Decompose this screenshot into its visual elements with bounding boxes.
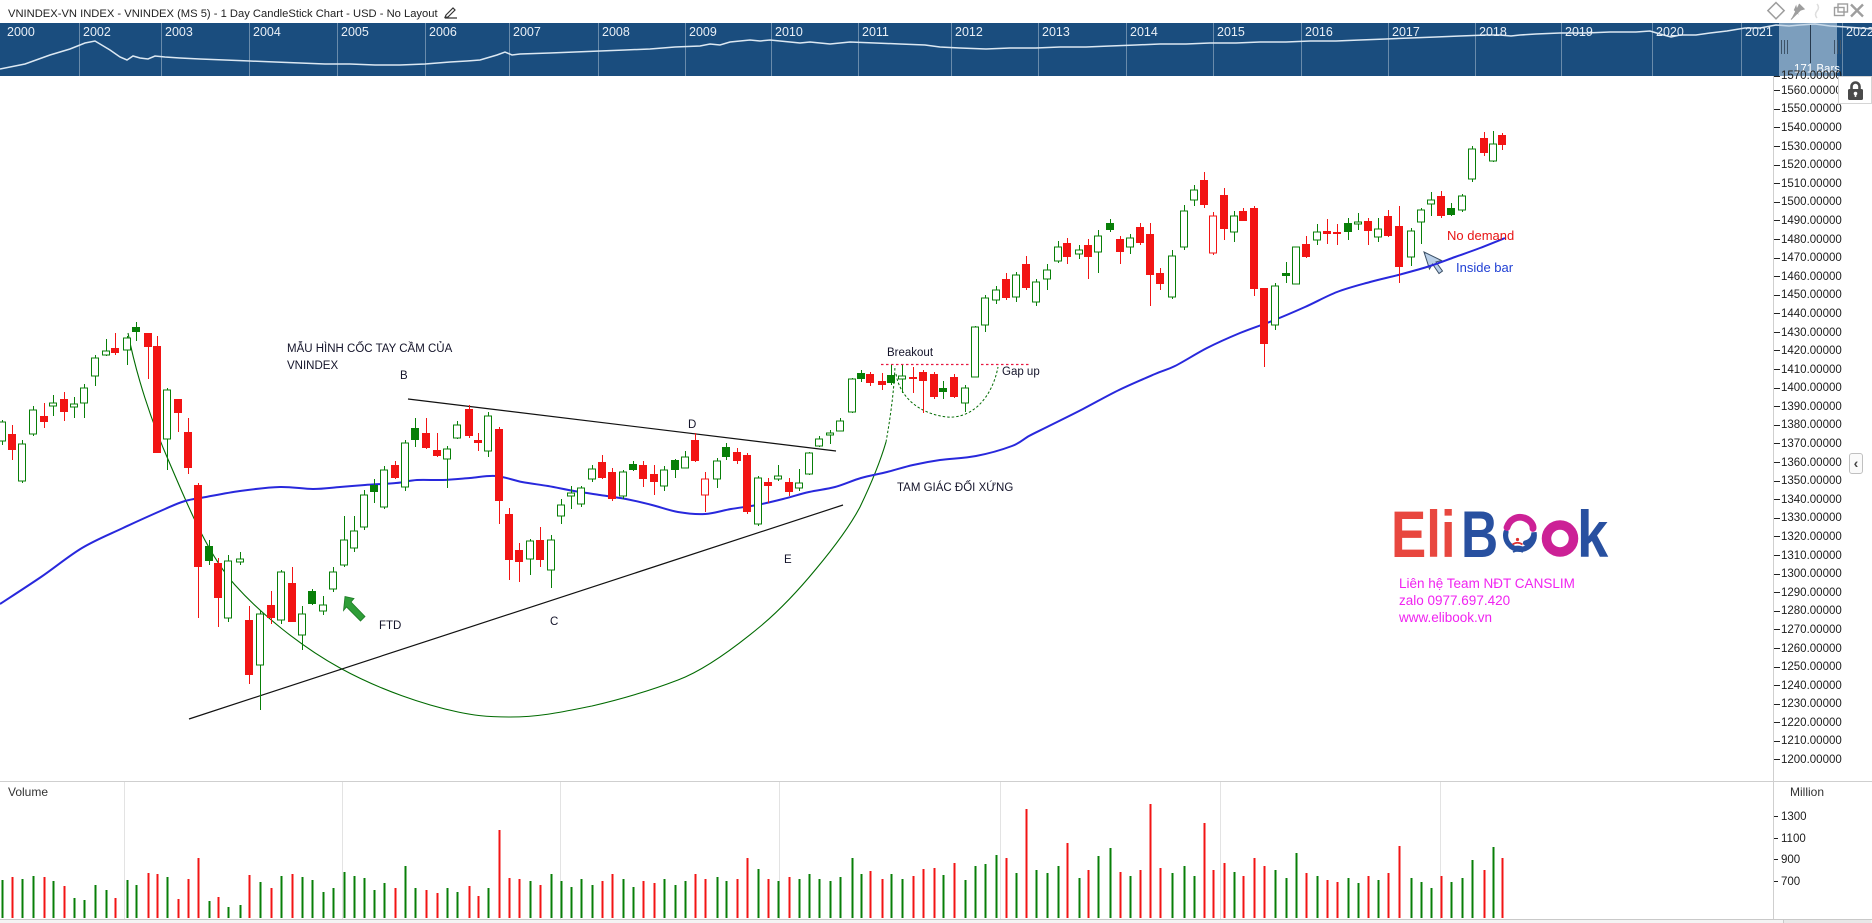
svg-text:2008: 2008 — [602, 25, 630, 39]
svg-text:2011: 2011 — [862, 25, 889, 39]
svg-text:k: k — [1577, 498, 1609, 571]
svg-text:2002: 2002 — [83, 25, 111, 39]
svg-text:D: D — [688, 419, 696, 431]
svg-text:2013: 2013 — [1042, 25, 1070, 39]
svg-text:2017: 2017 — [1392, 25, 1420, 39]
svg-text:2000: 2000 — [7, 25, 35, 39]
svg-text:2018: 2018 — [1479, 25, 1507, 39]
svg-text:2012: 2012 — [955, 25, 983, 39]
svg-text:Inside bar: Inside bar — [1456, 260, 1514, 275]
svg-text:Breakout: Breakout — [887, 347, 934, 359]
svg-text:2015: 2015 — [1217, 25, 1245, 39]
svg-text:2009: 2009 — [689, 25, 717, 39]
svg-text:B: B — [1461, 497, 1498, 572]
svg-text:2019: 2019 — [1565, 25, 1593, 39]
svg-text:171 Bars: 171 Bars — [1794, 64, 1840, 76]
svg-text:zalo 0977.697.420: zalo 0977.697.420 — [1399, 593, 1510, 608]
svg-text:E: E — [784, 554, 792, 566]
svg-text:B: B — [400, 370, 408, 382]
svg-text:2005: 2005 — [341, 25, 369, 39]
svg-text:www.elibook.vn: www.elibook.vn — [1398, 610, 1492, 625]
svg-text:2014: 2014 — [1130, 25, 1158, 39]
svg-text:Gap up: Gap up — [1002, 366, 1040, 378]
svg-text:No demand: No demand — [1447, 228, 1514, 243]
svg-text:Eli: Eli — [1391, 497, 1456, 571]
svg-text:2006: 2006 — [429, 25, 457, 39]
svg-text:FTD: FTD — [379, 620, 401, 632]
svg-text:2007: 2007 — [513, 25, 541, 39]
svg-text:2016: 2016 — [1305, 25, 1333, 39]
svg-text:Liên hệ Team NĐT CANSLIM: Liên hệ Team NĐT CANSLIM — [1399, 576, 1575, 591]
svg-text:TAM GIÁC ĐỐI XỨNG: TAM GIÁC ĐỐI XỨNG — [897, 480, 1013, 494]
svg-text:2010: 2010 — [775, 25, 803, 39]
svg-text:VNINDEX: VNINDEX — [287, 360, 338, 372]
svg-text:2004: 2004 — [253, 25, 281, 39]
svg-text:C: C — [550, 616, 558, 628]
svg-text:2020: 2020 — [1656, 25, 1684, 39]
svg-text:MẪU HÌNH CỐC TAY CẦM CỦA: MẪU HÌNH CỐC TAY CẦM CỦA — [287, 341, 453, 355]
svg-text:2003: 2003 — [165, 25, 193, 39]
svg-text:2021: 2021 — [1745, 25, 1773, 39]
svg-text:2022: 2022 — [1846, 25, 1872, 39]
